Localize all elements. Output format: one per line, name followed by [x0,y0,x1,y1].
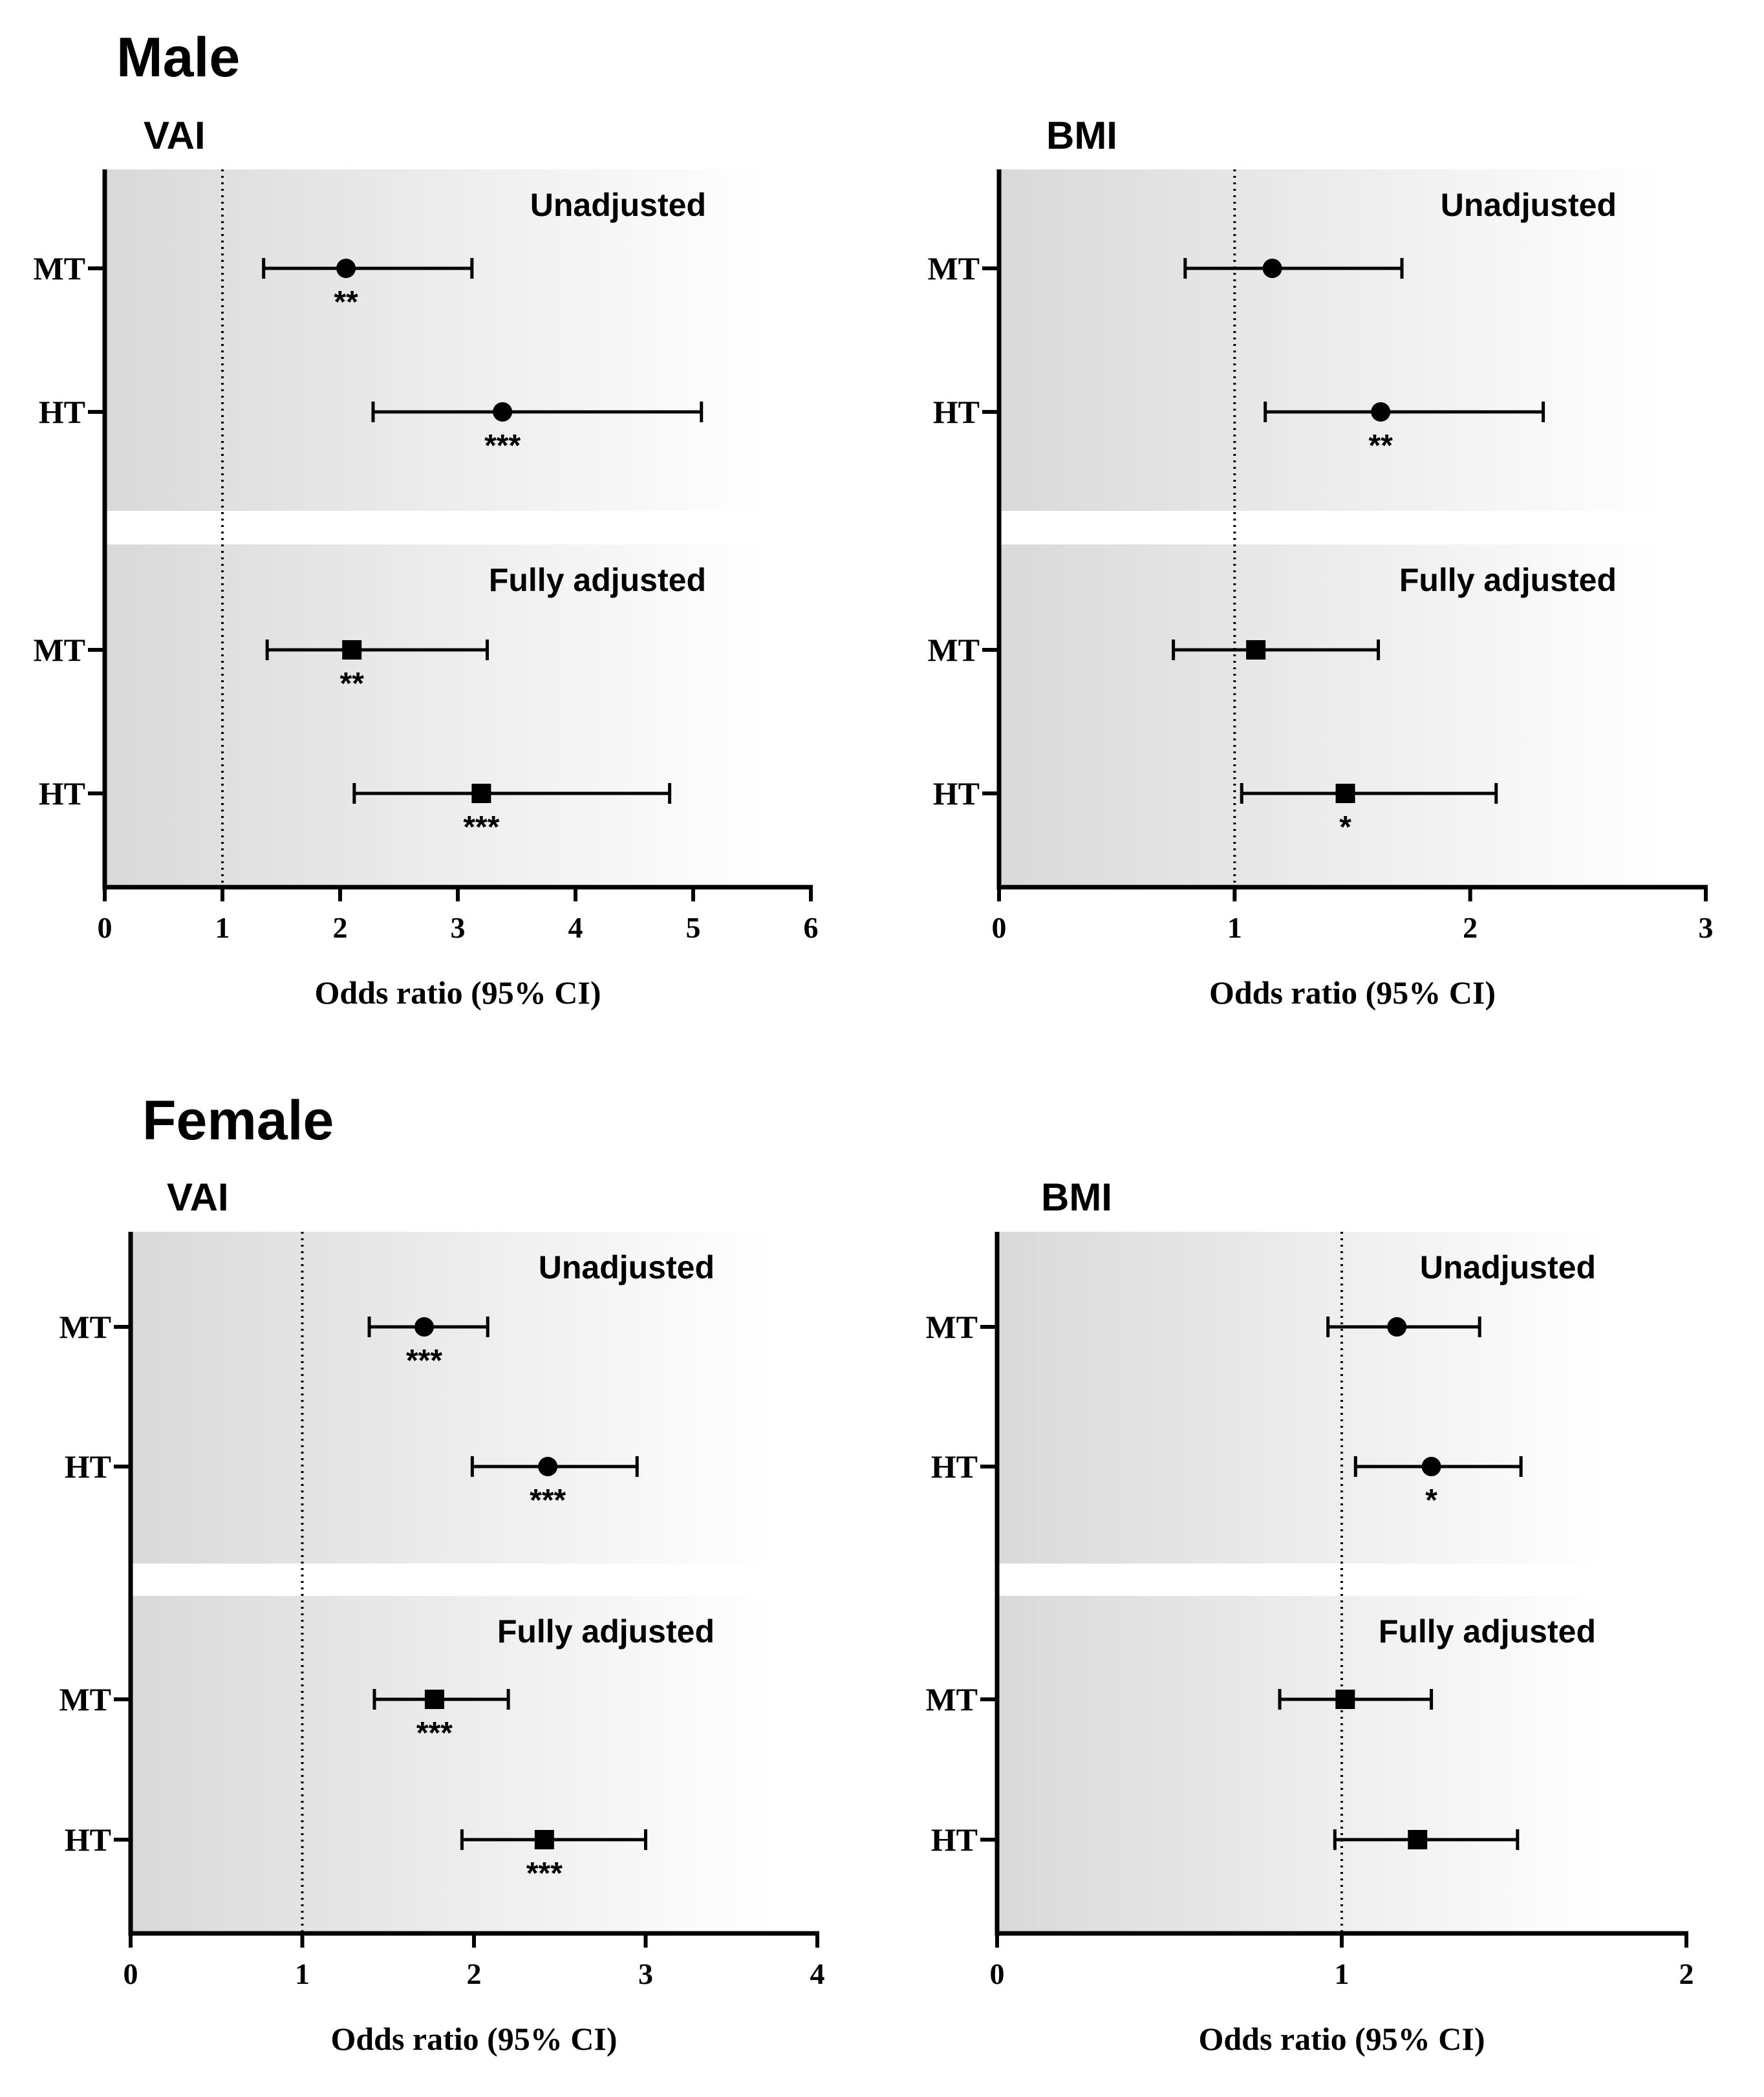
point-estimate-circle [414,1317,435,1337]
row-label-ht: HT [931,1448,978,1485]
significance-marker: *** [526,1856,563,1891]
x-tick-label: 3 [1699,911,1714,944]
x-axis-label: Odds ratio (95% CI) [1209,974,1496,1011]
row-label-ht: HT [39,775,85,812]
section-title-female: Female [142,1090,334,1152]
x-tick-label: 1 [215,911,230,944]
x-axis-label: Odds ratio (95% CI) [330,2021,617,2057]
panel-title-male-bmi: BMI [1046,114,1117,157]
x-tick-label: 1 [1335,1957,1350,1990]
block-label-fully-adjusted: Fully adjusted [497,1613,715,1650]
point-estimate-circle [336,259,356,278]
significance-marker: *** [416,1716,453,1750]
point-estimate-square [1246,640,1266,660]
block-label-unadjusted: Unadjusted [1441,187,1617,223]
block-band-fully-adjusted [999,1596,1606,1933]
x-tick-label: 6 [804,911,819,944]
row-label-ht: HT [65,1822,111,1858]
x-tick-label: 4 [568,911,583,944]
x-tick-label: 0 [992,911,1007,944]
point-estimate-circle [1421,1457,1441,1476]
row-label-mt: MT [925,1309,978,1345]
significance-marker: * [1339,810,1351,844]
block-label-unadjusted: Unadjusted [539,1249,715,1285]
point-estimate-circle [538,1457,558,1476]
row-label-mt: MT [33,632,85,668]
point-estimate-square [1335,784,1355,803]
row-label-mt: MT [33,250,85,286]
block-label-fully-adjusted: Fully adjusted [489,562,706,598]
female-bmi-forest-plot: Unadjusted Fully adjusted 0 1 2 Odds ratio (9… [925,1232,1694,2057]
row-label-mt: MT [927,250,980,286]
block-label-fully-adjusted: Fully adjusted [1379,1613,1596,1650]
x-tick-label: 0 [990,1957,1005,1990]
block-band-unadjusted [107,169,765,511]
row-label-mt: MT [59,1309,111,1345]
block-band-fully-adjusted [107,544,765,887]
section-title-male: Male [116,27,240,89]
x-tick-label: 1 [295,1957,310,1990]
significance-marker: *** [406,1344,442,1378]
panel-title-female-vai: VAI [167,1176,229,1219]
x-tick-label: 2 [467,1957,482,1990]
x-tick-label: 2 [333,911,348,944]
point-estimate-square [342,640,362,660]
x-axis-label: Odds ratio (95% CI) [314,974,601,1011]
x-tick-label: 3 [451,911,466,944]
significance-marker: ** [1369,429,1393,463]
row-label-mt: MT [59,1681,111,1717]
significance-marker: * [1425,1483,1437,1518]
row-label-mt: MT [925,1681,978,1717]
row-label-ht: HT [931,1822,978,1858]
point-estimate-circle [1262,259,1282,278]
significance-marker: *** [530,1483,566,1518]
significance-marker: ** [334,285,358,319]
block-band-unadjusted [133,1232,771,1564]
x-tick-label: 2 [1463,911,1478,944]
female-vai-forest-plot: Unadjusted Fully adjusted 0 1 2 3 4 Odds ratio … [59,1232,825,2057]
male-bmi-forest-plot: Unadjusted Fully adjusted 0 1 2 3 Odds ratio (… [927,169,1714,1011]
block-band-fully-adjusted [133,1596,771,1933]
row-label-ht: HT [933,775,980,812]
significance-marker: ** [340,667,365,701]
row-label-mt: MT [927,632,980,668]
row-label-ht: HT [65,1448,111,1485]
significance-marker: *** [463,810,499,844]
point-estimate-square [471,784,491,803]
x-axis-label: Odds ratio (95% CI) [1198,2021,1485,2057]
block-band-unadjusted [1001,169,1664,511]
panel-title-female-bmi: BMI [1041,1176,1112,1219]
point-estimate-square [1408,1830,1428,1849]
x-tick-label: 0 [98,911,113,944]
x-tick-label: 1 [1227,911,1242,944]
x-tick-label: 2 [1679,1957,1694,1990]
block-label-fully-adjusted: Fully adjusted [1399,562,1617,598]
block-band-unadjusted [999,1232,1606,1564]
block-band-fully-adjusted [1001,544,1664,887]
block-label-unadjusted: Unadjusted [530,187,706,223]
panel-title-male-vai: VAI [144,114,206,157]
point-estimate-circle [1387,1317,1407,1337]
row-label-ht: HT [39,394,85,430]
point-estimate-circle [1371,402,1391,422]
block-label-unadjusted: Unadjusted [1420,1249,1596,1285]
male-vai-forest-plot: Unadjusted Fully adjusted 0 1 2 3 4 5 6 Odds rati… [33,169,819,1011]
point-estimate-square [534,1830,554,1849]
significance-marker: *** [484,429,521,463]
row-label-ht: HT [933,394,980,430]
x-tick-label: 0 [124,1957,138,1990]
x-tick-label: 3 [638,1957,653,1990]
point-estimate-circle [493,402,513,422]
point-estimate-square [424,1690,444,1709]
point-estimate-square [1335,1690,1355,1709]
x-tick-label: 5 [686,911,701,944]
x-tick-label: 4 [810,1957,825,1990]
